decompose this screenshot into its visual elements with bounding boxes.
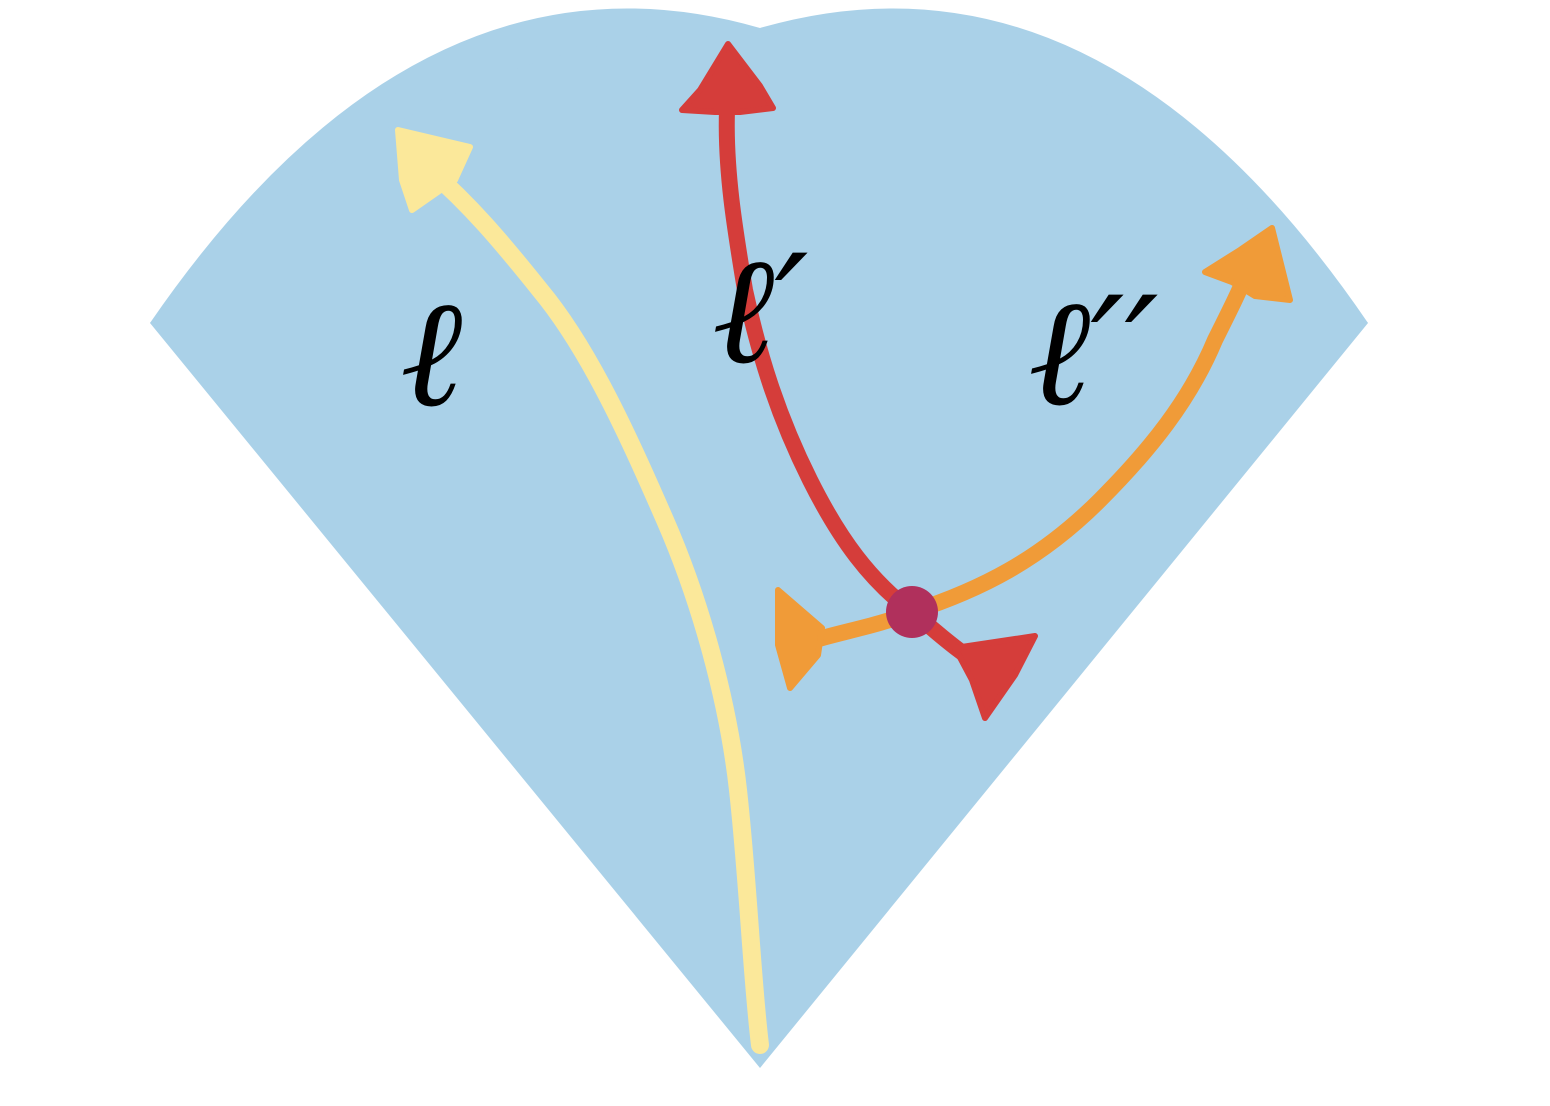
label-l-prime: ℓ′: [712, 224, 809, 398]
label-l: ℓ: [400, 267, 462, 441]
worldline-l-double-prime-tail-arrowhead: [775, 587, 825, 691]
worldline-l-double-prime-arrowhead: [1202, 225, 1293, 303]
interaction-vertex: [886, 586, 938, 638]
worldline-l-arrowhead: [395, 127, 473, 213]
worldline-l: [421, 161, 769, 1054]
worldline-l-double-prime: [904, 262, 1256, 620]
worldline-l-prime-tail-arrowhead: [952, 633, 1038, 721]
worldline-l-prime: [718, 102, 920, 620]
worldline-l-prime-arrowhead: [679, 41, 776, 115]
cone-cap: [150, 28, 1368, 323]
label-l-double-prime: ℓ′′: [1028, 266, 1159, 440]
